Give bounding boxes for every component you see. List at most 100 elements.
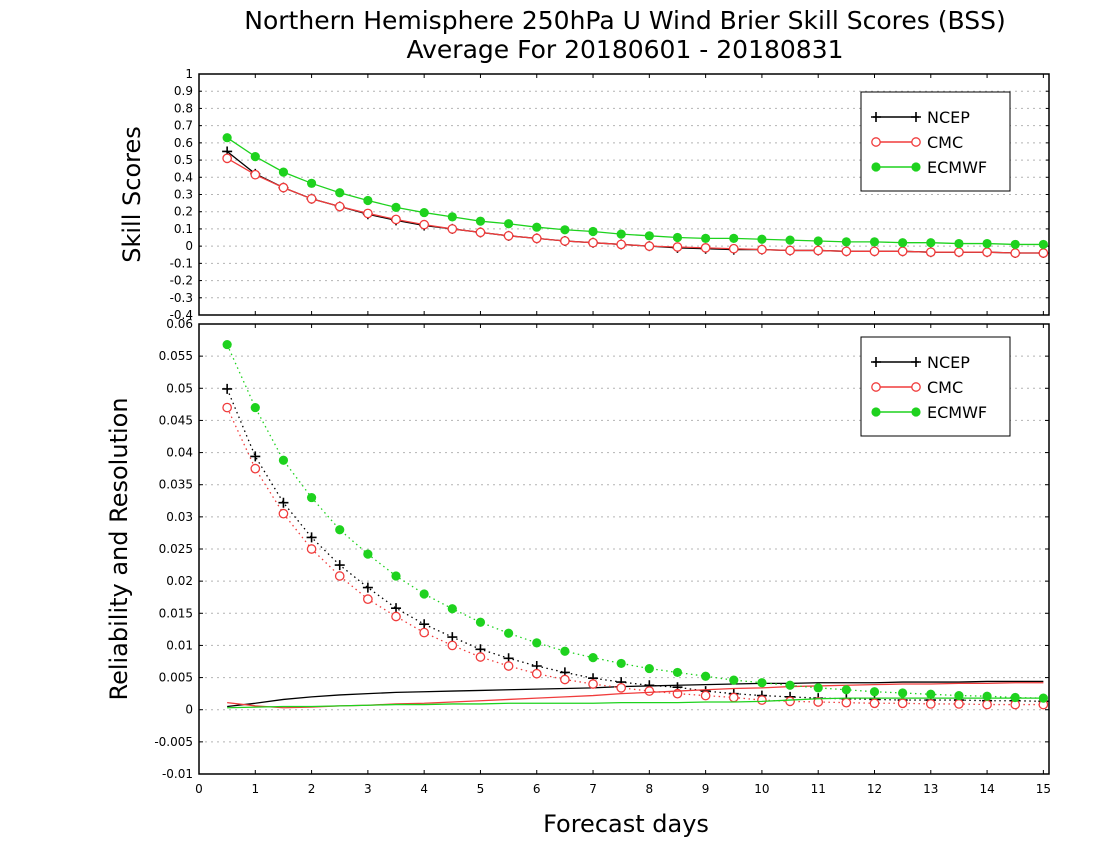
point-marker-plus: [871, 357, 881, 367]
y-tick-label: -0.3: [170, 291, 193, 305]
y-tick-label: 0.01: [166, 638, 193, 652]
x-tick-label: 15: [1036, 782, 1051, 796]
y-tick-label: -0.01: [162, 767, 193, 781]
point-marker-filled-circle: [898, 688, 908, 698]
point-marker-filled-circle: [335, 188, 345, 198]
x-tick-label: 4: [420, 782, 428, 796]
point-marker-filled-circle: [447, 212, 457, 222]
legend: NCEP CMC ECMWF: [860, 91, 1011, 192]
legend-label: CMC: [927, 133, 963, 152]
point-marker-open-circle: [911, 137, 921, 147]
y-tick-label: 0.06: [166, 317, 193, 331]
point-marker-open-circle: [334, 201, 345, 212]
point-marker-open-circle: [278, 508, 289, 519]
point-marker-filled-circle: [813, 236, 823, 246]
y-tick-label: 0.5: [174, 153, 193, 167]
point-marker-filled-circle: [504, 628, 514, 638]
y-tick-label: 0.005: [159, 671, 193, 685]
point-marker-filled-circle: [532, 222, 542, 232]
point-marker-plus: [911, 112, 921, 122]
series-ecmwf-resolution: [222, 339, 1048, 703]
point-marker-open-circle: [871, 382, 881, 392]
point-marker-open-circle: [475, 652, 486, 662]
point-marker-filled-circle: [363, 195, 373, 206]
y-tick-label: 0.1: [174, 222, 193, 236]
series-line: [226, 407, 1044, 706]
point-marker-filled-circle: [869, 237, 880, 247]
figure-title-line1: Northern Hemisphere 250hPa U Wind Brier …: [244, 6, 1005, 35]
y-tick-label: 0.03: [166, 510, 193, 524]
point-marker-open-circle: [925, 699, 936, 709]
point-marker-open-circle: [871, 137, 881, 147]
x-tick-label: 1: [251, 782, 259, 796]
legend-entry-ecmwf: ECMWF: [871, 403, 987, 422]
point-marker-open-circle: [475, 227, 486, 238]
point-marker-open-circle: [911, 382, 921, 392]
point-marker-filled-circle: [926, 238, 936, 248]
series-ncep-reliability: [227, 680, 1044, 708]
x-tick-label: 7: [589, 782, 597, 796]
point-marker-filled-circle: [588, 226, 598, 237]
point-marker-filled-circle: [729, 233, 739, 243]
point-marker-filled-circle: [391, 571, 401, 581]
point-marker-open-circle: [503, 230, 514, 241]
point-marker-filled-circle: [898, 238, 908, 248]
y-tick-label: 0.8: [174, 101, 193, 115]
y-tick-label: -0.2: [170, 274, 193, 288]
y-tick-label: 0.015: [159, 606, 193, 620]
point-marker-filled-circle: [926, 689, 936, 699]
point-marker-filled-circle: [278, 167, 289, 177]
point-marker-filled-circle: [475, 216, 486, 226]
point-marker-filled-circle: [911, 407, 921, 417]
point-marker-open-circle: [222, 402, 232, 413]
point-marker-filled-circle: [504, 219, 514, 229]
series-line: [226, 388, 1044, 703]
x-tick-label: 8: [646, 782, 654, 796]
legend-entry-ncep: NCEP: [871, 353, 970, 372]
point-marker-plus: [362, 582, 373, 593]
x-tick-label: 14: [979, 782, 994, 796]
point-marker-filled-circle: [869, 687, 880, 697]
point-marker-open-circle: [757, 244, 767, 255]
point-marker-filled-circle: [644, 231, 654, 241]
point-marker-open-circle: [588, 237, 598, 248]
y-tick-label: 0: [185, 703, 193, 717]
point-marker-filled-circle: [954, 238, 964, 249]
point-marker-plus: [419, 619, 430, 630]
y-tick-label: -0.4: [170, 308, 193, 322]
point-marker-filled-circle: [419, 589, 429, 599]
point-marker-open-circle: [363, 594, 373, 604]
legend-label: ECMWF: [927, 158, 987, 177]
point-marker-open-circle: [419, 219, 430, 230]
y-tick-label: 0.6: [174, 136, 193, 150]
point-marker-filled-circle: [982, 238, 992, 249]
point-marker-filled-circle: [306, 178, 317, 188]
series-ecmwf-reliability: [227, 697, 1044, 709]
x-tick-label: 13: [923, 782, 938, 796]
point-marker-filled-circle: [1010, 239, 1020, 250]
point-marker-open-circle: [728, 243, 739, 254]
point-marker-open-circle: [982, 247, 992, 258]
y-tick-label: -0.005: [154, 735, 193, 749]
point-marker-filled-circle: [1038, 239, 1048, 250]
figure-title-line2: Average For 20180601 - 20180831: [406, 35, 843, 64]
point-marker-open-circle: [419, 627, 430, 638]
series-ecmwf: [222, 133, 1048, 250]
point-marker-open-circle: [813, 245, 824, 256]
point-marker-filled-circle: [757, 678, 767, 688]
series-cmc-resolution: [222, 402, 1049, 710]
point-marker-open-circle: [757, 695, 767, 705]
x-tick-label: 10: [754, 782, 769, 796]
series-cmc: [222, 153, 1049, 258]
point-marker-open-circle: [1010, 248, 1021, 258]
y-tick-label: 0.025: [159, 542, 193, 556]
skill-scores-panel: 1 0.9 0.8 0.7 0.6 0.5 0.4 0.3 0.2 0.1 0 -0.1 -0.2 -0.…: [118, 67, 1050, 322]
point-marker-filled-circle: [757, 234, 767, 244]
point-marker-filled-circle: [911, 162, 921, 172]
point-marker-filled-circle: [729, 675, 739, 685]
point-marker-open-circle: [925, 247, 936, 258]
point-marker-filled-circle: [672, 667, 683, 678]
y-tick-label: 0.04: [166, 446, 193, 460]
point-marker-open-circle: [531, 233, 542, 244]
y-tick-label: 0.9: [174, 84, 193, 98]
